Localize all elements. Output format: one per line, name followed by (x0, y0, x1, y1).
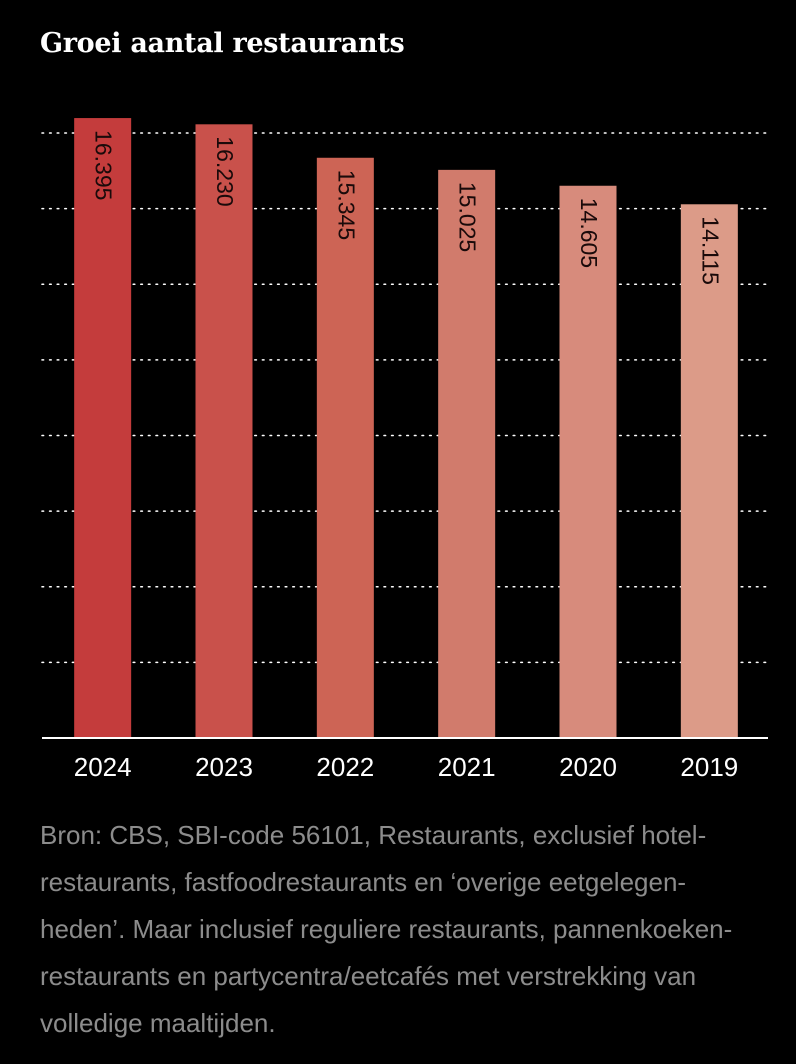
category-label-2021: 2021 (438, 752, 496, 782)
bar-2024 (74, 118, 132, 738)
value-label-2022: 15.345 (333, 170, 359, 240)
chart-title: Groei aantal restaurants (40, 28, 405, 59)
value-label-2021: 15.025 (455, 182, 481, 252)
bar-chart: 16.395 2024 16.230 2023 15.345 2022 15.025 2021… (41, 118, 771, 782)
bar-2020 (559, 185, 617, 739)
category-label-2022: 2022 (316, 752, 374, 782)
source-line-2: restaurants, fastfoodrestaurants en ‘ove… (40, 867, 687, 897)
category-label-2023: 2023 (195, 752, 253, 782)
source-note: Bron: CBS, SBI-code 56101, Restaurants, … (40, 812, 770, 1047)
value-label-2024: 16.395 (91, 130, 117, 200)
source-line-4: restaurants en partycentra/eetcafés met … (40, 961, 697, 991)
category-label-2019: 2019 (680, 752, 738, 782)
value-label-2020: 14.605 (576, 198, 602, 268)
category-label-2020: 2020 (559, 752, 617, 782)
source-line-1: Bron: CBS, SBI-code 56101, Restaurants, … (40, 820, 707, 850)
bar-2019 (680, 204, 738, 739)
category-label-2024: 2024 (74, 752, 132, 782)
source-line-5: volledige maaltijden. (40, 1008, 276, 1038)
bar-2021 (438, 169, 496, 738)
value-label-2019: 14.115 (697, 216, 723, 285)
bar-2022 (316, 157, 374, 738)
bar-2023 (195, 124, 253, 739)
source-line-3: heden’. Maar inclusief reguliere restaur… (40, 914, 733, 944)
value-label-2023: 16.230 (212, 136, 238, 206)
